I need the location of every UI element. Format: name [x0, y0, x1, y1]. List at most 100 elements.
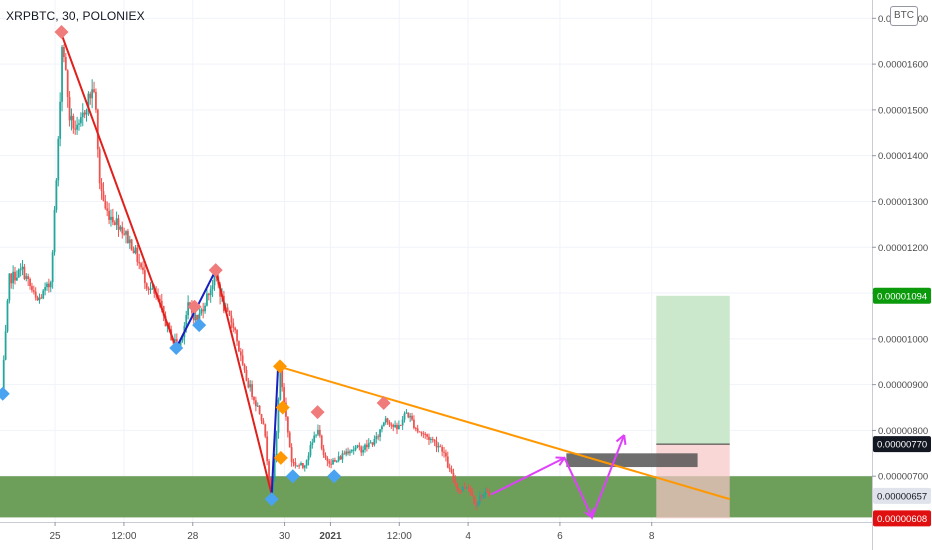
candle-body [254, 400, 257, 407]
price-label-bg [873, 510, 931, 527]
candle-body [96, 109, 99, 150]
candle-body [305, 460, 308, 466]
candle-body [64, 57, 67, 71]
candle-body [279, 365, 282, 400]
price-tick-label: 0.00000700 [878, 472, 928, 483]
candle-body [341, 453, 344, 460]
marker-diamond-red [376, 395, 391, 410]
candle-body [204, 305, 206, 312]
time-tick-label: 28 [187, 531, 199, 542]
candle-body [143, 270, 146, 284]
candle-body [333, 459, 336, 462]
price-label: 0.00000608 [877, 514, 927, 525]
candles [0, 44, 491, 510]
candle-body [347, 451, 349, 454]
candle-body [102, 191, 105, 201]
candle-body [350, 450, 353, 452]
candle-body [320, 435, 323, 449]
currency-badge[interactable]: BTC [890, 6, 918, 26]
candle-body [110, 216, 112, 220]
candle-body [40, 297, 43, 299]
candle-body [448, 467, 451, 470]
price-tick-label: 0.00001000 [878, 334, 928, 345]
time-tick-label: 4 [465, 531, 471, 542]
price-label: 0.00000770 [877, 440, 927, 451]
candle-body [149, 288, 152, 290]
candle-body [63, 47, 65, 58]
candle-body [234, 327, 237, 331]
candle-body [19, 269, 22, 271]
candle-body [57, 138, 60, 181]
candle-body [309, 445, 312, 456]
candle-body [42, 290, 45, 299]
candle-body [68, 97, 71, 121]
candle-body [202, 309, 205, 312]
support-zone [0, 476, 872, 518]
candle-body [428, 436, 430, 440]
candle-body [238, 341, 240, 352]
candle-body [264, 424, 267, 437]
candle-body [85, 110, 88, 115]
candle-body [300, 463, 302, 466]
candle-body [136, 247, 139, 262]
candle-body [113, 222, 116, 225]
price-tick-label: 0.00001300 [878, 197, 928, 208]
candle-body [367, 443, 370, 448]
candle-body [31, 286, 33, 291]
candle-body [307, 455, 310, 461]
candle-body [349, 451, 351, 454]
candle-body [362, 449, 365, 453]
candle-body [249, 384, 252, 388]
candle-body [283, 387, 285, 403]
candle-body [403, 413, 406, 420]
price-tick-label: 0.00000900 [878, 380, 928, 391]
candle-body [290, 447, 293, 463]
candle-body [298, 465, 301, 467]
candle-body [330, 463, 333, 465]
candle-body [401, 419, 404, 426]
candle-body [460, 490, 462, 492]
candle-body [345, 451, 348, 455]
candle-body [138, 261, 141, 264]
candle-body [262, 420, 265, 425]
candle-body [21, 266, 24, 270]
marker-diamond-blue [0, 386, 10, 401]
candle-body [181, 337, 184, 341]
candle-body [454, 479, 457, 484]
candle-body [211, 285, 214, 290]
candle-body [484, 491, 487, 495]
candle-body [59, 101, 62, 139]
candle-body [108, 210, 110, 220]
candle-body [4, 331, 7, 360]
candle-body [418, 431, 421, 433]
candle-body [251, 384, 253, 397]
candle-body [256, 405, 259, 407]
marker-diamond-blue [169, 341, 184, 355]
candle-body [74, 128, 77, 130]
candle-body [232, 322, 235, 328]
candle-body [66, 70, 69, 98]
candle-body [480, 495, 483, 498]
candle-body [294, 462, 297, 466]
candle-body [426, 434, 428, 437]
candle-body [93, 89, 95, 92]
candle-body [445, 452, 447, 457]
candle-body [318, 429, 321, 436]
candle-body [356, 445, 359, 448]
candle-body [106, 208, 109, 211]
candle-body [373, 438, 376, 445]
candle-body [411, 415, 413, 420]
candle-body [424, 434, 427, 436]
target-zone [656, 295, 730, 445]
candle-body [198, 313, 201, 322]
candle-body [47, 283, 50, 288]
candle-body [111, 216, 114, 223]
candle-body [247, 380, 250, 388]
projection-arrowhead [623, 434, 627, 446]
candle-body [478, 495, 481, 503]
time-tick-label: 25 [50, 531, 62, 542]
candle-body [119, 226, 122, 230]
candle-body [132, 250, 135, 254]
